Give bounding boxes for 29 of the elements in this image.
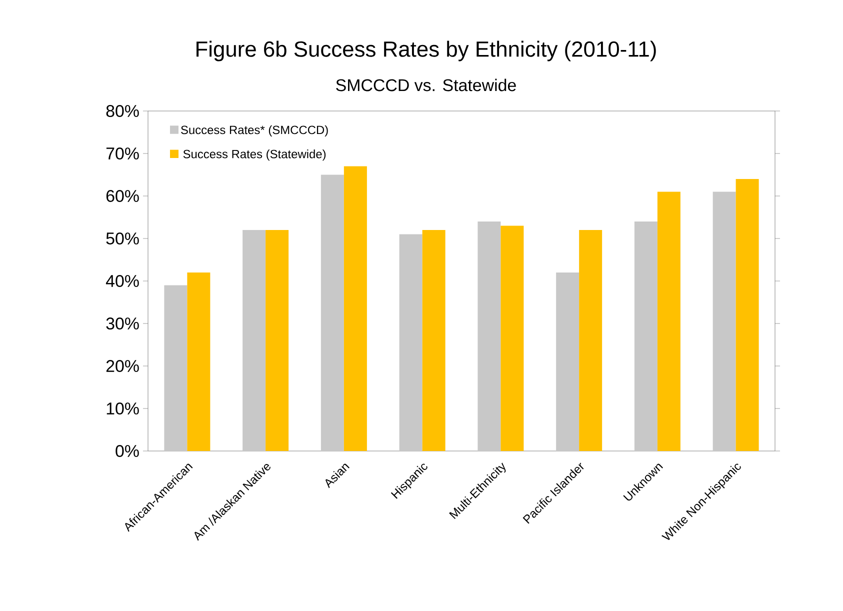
bar — [164, 285, 188, 451]
bar — [657, 192, 680, 451]
y-tick-label: 30% — [106, 318, 139, 330]
y-tick-label: 40% — [106, 275, 139, 287]
bar — [266, 230, 289, 451]
bar — [399, 234, 422, 451]
bar — [422, 230, 446, 451]
y-tick-label: 50% — [106, 232, 139, 244]
legend-label: Success Rates (Statewide) — [183, 150, 326, 161]
chart-subtitle: SMCCCD vs. Statewide — [336, 78, 516, 92]
y-tick-label: 80% — [106, 105, 139, 117]
bar — [634, 222, 658, 451]
bar — [500, 226, 524, 451]
y-tick-label: 70% — [106, 148, 139, 160]
bar — [478, 222, 501, 451]
legend-label: Success Rates* (SMCCCD) — [181, 125, 328, 137]
bar — [320, 174, 344, 451]
bar — [712, 192, 736, 451]
y-tick-label: 60% — [106, 190, 139, 202]
y-tick-label: 10% — [106, 402, 139, 414]
y-tick-label: 20% — [106, 360, 139, 372]
bar — [579, 230, 602, 451]
bar — [242, 230, 266, 451]
y-tick-label: 0% — [116, 445, 139, 457]
bar — [556, 272, 580, 451]
bar — [344, 166, 367, 451]
chart-title: Figure 6b Success Rates by Ethnicity (2010-11) — [196, 40, 656, 62]
bar — [736, 178, 759, 451]
bar — [187, 272, 210, 451]
